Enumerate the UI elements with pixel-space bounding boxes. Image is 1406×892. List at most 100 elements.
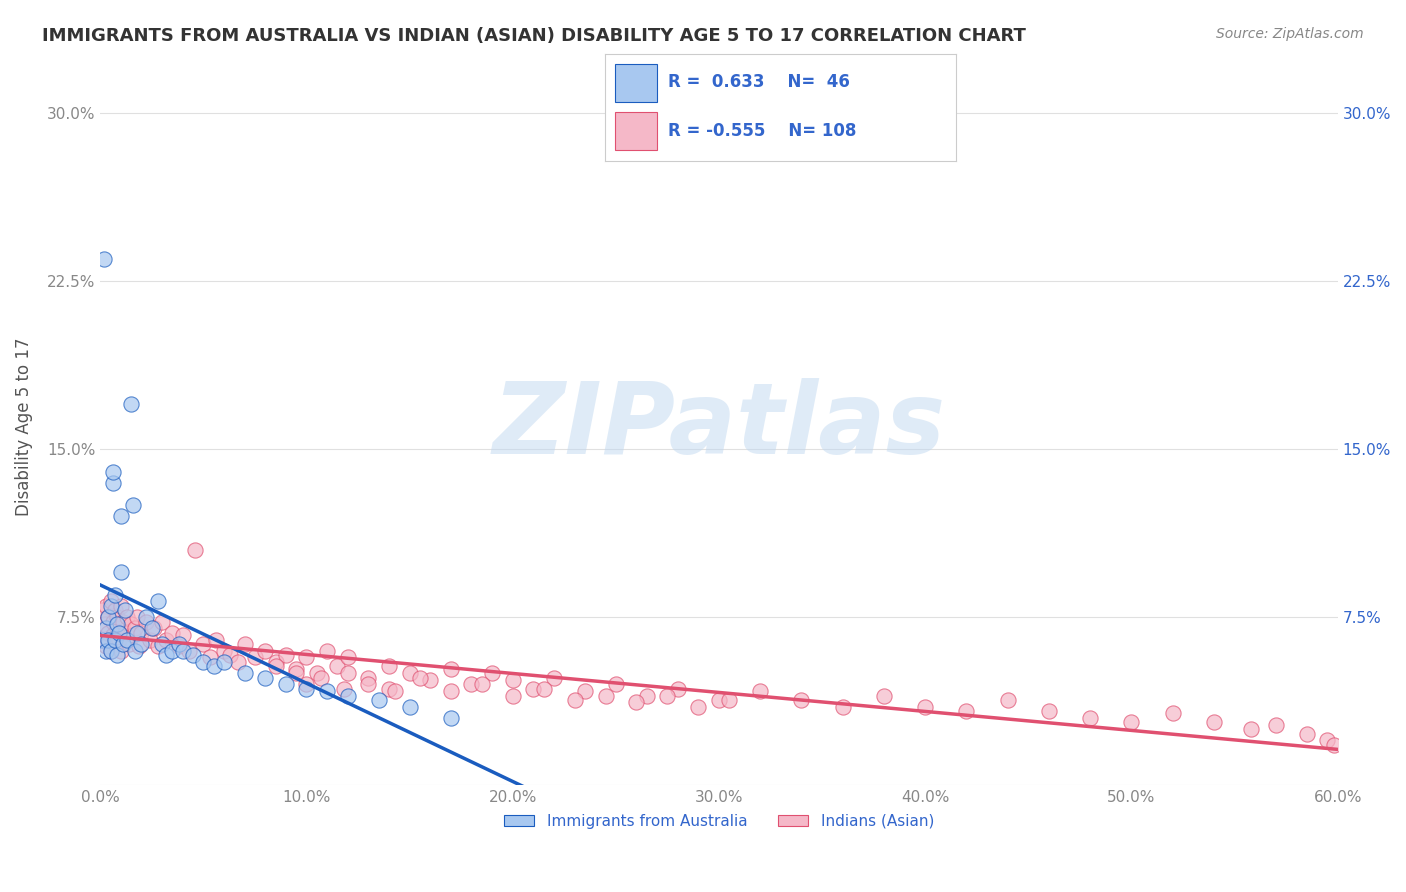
- Point: [198, 650, 221, 665]
- Point: [718, 693, 741, 707]
- Point: [93, 252, 115, 266]
- Point: [1316, 733, 1339, 747]
- Point: [97, 625, 120, 640]
- Point: [110, 566, 132, 580]
- Point: [1322, 738, 1344, 752]
- Point: [316, 684, 339, 698]
- Point: [398, 666, 420, 681]
- Point: [295, 650, 318, 665]
- Point: [146, 594, 169, 608]
- Point: [162, 644, 184, 658]
- Point: [305, 666, 328, 681]
- Point: [131, 637, 153, 651]
- Point: [274, 648, 297, 663]
- Point: [202, 659, 225, 673]
- Point: [110, 644, 132, 658]
- Point: [233, 666, 256, 681]
- Point: [105, 621, 128, 635]
- Point: [96, 599, 118, 613]
- Text: IMMIGRANTS FROM AUSTRALIA VS INDIAN (ASIAN) DISABILITY AGE 5 TO 17 CORRELATION C: IMMIGRANTS FROM AUSTRALIA VS INDIAN (ASI…: [42, 27, 1026, 45]
- Point: [108, 625, 131, 640]
- Point: [254, 644, 277, 658]
- Point: [135, 615, 157, 629]
- Point: [378, 681, 401, 696]
- Point: [914, 699, 936, 714]
- Point: [831, 699, 853, 714]
- Point: [595, 689, 617, 703]
- Point: [707, 693, 730, 707]
- Point: [1295, 726, 1317, 740]
- Point: [128, 640, 150, 654]
- Point: [522, 681, 544, 696]
- Point: [91, 603, 114, 617]
- Point: [533, 681, 555, 696]
- Point: [1202, 715, 1225, 730]
- Point: [636, 689, 658, 703]
- Point: [104, 632, 127, 647]
- Point: [135, 610, 157, 624]
- Text: ZIPatlas: ZIPatlas: [492, 378, 945, 475]
- Bar: [616, 64, 657, 102]
- Point: [100, 644, 122, 658]
- Point: [97, 610, 120, 624]
- Legend: Immigrants from Australia, Indians (Asian): Immigrants from Australia, Indians (Asia…: [498, 807, 941, 835]
- Point: [97, 632, 120, 647]
- Point: [122, 498, 145, 512]
- Point: [193, 655, 215, 669]
- Point: [749, 684, 772, 698]
- Point: [274, 677, 297, 691]
- Point: [873, 689, 896, 703]
- Point: [1121, 715, 1143, 730]
- Point: [177, 644, 200, 658]
- Point: [115, 632, 138, 647]
- Point: [243, 650, 266, 665]
- Point: [111, 637, 134, 651]
- Point: [212, 655, 235, 669]
- Point: [440, 684, 463, 698]
- Point: [212, 644, 235, 658]
- Point: [1161, 706, 1184, 721]
- Point: [110, 509, 132, 524]
- Text: R = -0.555    N= 108: R = -0.555 N= 108: [668, 121, 856, 139]
- Point: [666, 681, 689, 696]
- Point: [1264, 717, 1286, 731]
- Point: [419, 673, 441, 687]
- Point: [1240, 722, 1263, 736]
- Point: [155, 632, 177, 647]
- Point: [955, 704, 977, 718]
- Point: [131, 625, 153, 640]
- Point: [181, 648, 204, 663]
- Point: [114, 625, 136, 640]
- Point: [141, 621, 163, 635]
- Point: [790, 693, 813, 707]
- Point: [440, 662, 463, 676]
- Point: [105, 610, 128, 624]
- Point: [219, 648, 242, 663]
- Point: [193, 637, 215, 651]
- Point: [336, 650, 359, 665]
- Point: [122, 628, 145, 642]
- Point: [626, 695, 648, 709]
- Point: [228, 655, 250, 669]
- Point: [162, 625, 184, 640]
- Point: [285, 662, 308, 676]
- Point: [104, 637, 127, 651]
- Point: [440, 711, 463, 725]
- Point: [104, 603, 127, 617]
- Point: [167, 637, 190, 651]
- Point: [120, 616, 142, 631]
- Point: [1078, 711, 1101, 725]
- Point: [150, 615, 173, 629]
- Point: [460, 677, 482, 691]
- Point: [105, 616, 128, 631]
- Point: [110, 599, 132, 613]
- Point: [367, 693, 389, 707]
- Point: [502, 689, 524, 703]
- Point: [1038, 704, 1060, 718]
- Point: [150, 637, 173, 651]
- Point: [316, 644, 339, 658]
- Point: [93, 632, 115, 647]
- Bar: [616, 112, 657, 150]
- Point: [115, 610, 138, 624]
- Point: [233, 637, 256, 651]
